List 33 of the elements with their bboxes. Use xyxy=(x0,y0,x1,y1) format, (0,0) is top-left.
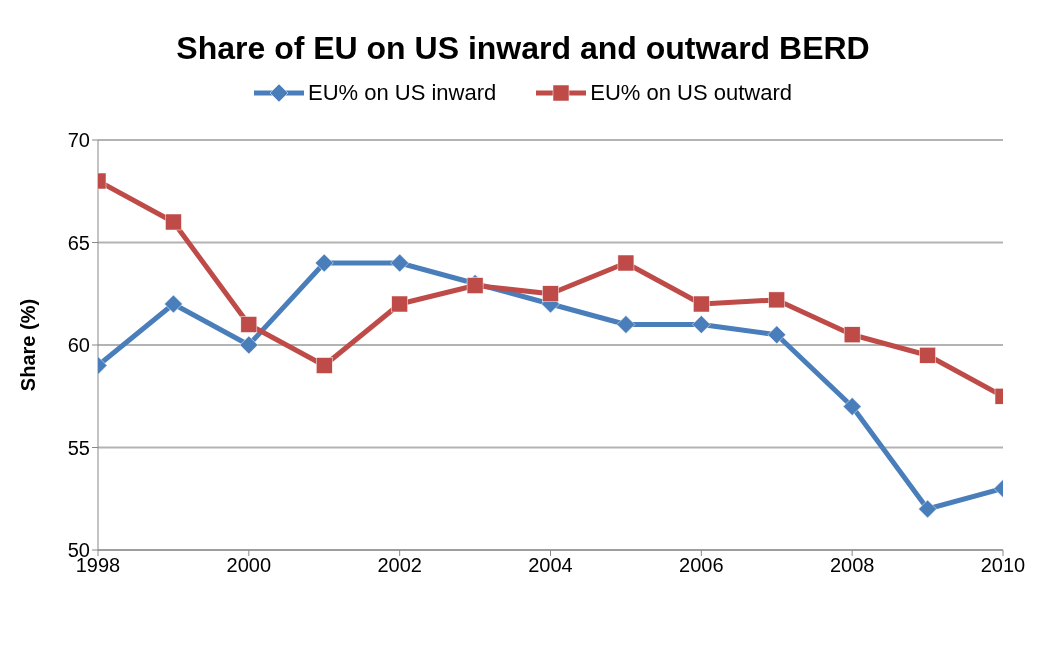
point xyxy=(693,295,710,313)
point xyxy=(768,291,785,309)
point xyxy=(617,254,635,272)
legend-label: EU% on US outward xyxy=(590,80,793,106)
y-axis-title: Share (%) xyxy=(17,298,40,392)
y-tick-label: 70 xyxy=(67,129,90,152)
point xyxy=(842,397,862,416)
point xyxy=(919,347,936,364)
point xyxy=(918,499,937,519)
point xyxy=(767,325,786,344)
y-tick-label: 65 xyxy=(67,231,90,254)
legend-label: EU% on US inward xyxy=(307,80,497,106)
point xyxy=(390,253,409,273)
y-tick-label: 60 xyxy=(67,334,90,357)
x-tick-label: 2002 xyxy=(377,554,422,577)
x-tick-label: 2004 xyxy=(528,554,573,577)
point xyxy=(692,315,711,334)
chart-title: Share of EU on US inward and outward BERD xyxy=(175,30,871,68)
x-tick-label: 2000 xyxy=(226,554,272,577)
point xyxy=(843,326,861,343)
point xyxy=(165,213,182,231)
x-tick-label: 2008 xyxy=(829,554,875,577)
x-tick-label: 2010 xyxy=(980,554,1026,577)
point xyxy=(240,316,258,333)
point xyxy=(316,357,333,374)
point xyxy=(164,294,183,314)
y-tick-label: 55 xyxy=(67,436,90,459)
x-tick-label: 2006 xyxy=(679,554,724,577)
point xyxy=(239,335,259,355)
point xyxy=(616,315,636,334)
point xyxy=(542,285,559,302)
point xyxy=(391,295,408,313)
point xyxy=(315,253,334,273)
